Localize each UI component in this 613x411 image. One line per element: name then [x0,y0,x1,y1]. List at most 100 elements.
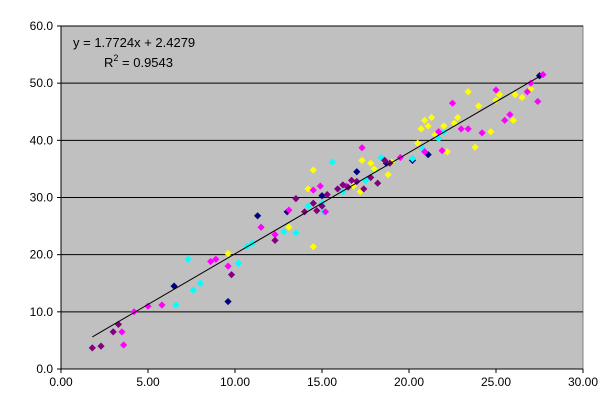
y-tick-label: 50.0 [30,76,54,90]
data-point-series-5 [374,179,382,187]
data-point-series-4 [309,186,317,194]
data-point-series-3 [414,139,422,147]
data-point-series-5 [313,207,321,215]
data-point-series-3 [527,85,535,93]
data-point-series-5 [88,344,96,352]
data-point-series-3 [424,122,432,130]
data-point-series-5 [109,328,117,336]
data-point-series-1 [424,151,432,159]
data-point-series-4 [478,129,486,137]
y-tick-label: 40.0 [30,133,54,147]
data-point-series-3 [511,91,519,99]
x-tick-label: 20.00 [394,375,424,389]
data-point-series-4 [457,125,465,133]
y-tick-label: 20.0 [30,248,54,262]
data-point-series-4 [464,125,472,133]
r-squared-value: = 0.9543 [118,55,173,70]
data-point-series-3 [417,125,425,133]
data-point-series-4 [523,88,531,96]
data-point-series-2 [377,153,385,162]
data-point-series-2 [280,228,288,236]
data-point-series-5 [323,191,331,199]
data-point-series-4 [539,70,547,79]
data-point-series-3 [450,119,458,127]
data-point-series-4 [438,147,446,155]
data-point-series-2 [234,259,243,267]
data-point-series-4 [448,99,457,107]
tick-labels: 0.0 10.0 20.0 30.0 40.0 50.0 60.0 0.00 5.00 10.00… [30,19,599,389]
data-point-series-5 [367,173,375,182]
data-point-series-3 [421,116,429,124]
data-point-series-5 [381,156,389,164]
data-point-series-3 [475,102,483,110]
data-point-series-3 [509,116,517,124]
data-point-series-1 [224,297,232,306]
r-squared-text: R2 = 0.9543 [104,53,173,70]
data-point-series-5 [347,176,356,184]
trendline [92,75,542,338]
data-point-series-3 [518,93,526,102]
data-point-series-5 [344,183,352,191]
data-point-series-3 [492,96,500,104]
data-point-series-3 [487,128,495,136]
data-point-series-2 [408,155,417,163]
data-point-series-1 [353,168,361,176]
data-point-series-3 [367,159,375,167]
data-point-series-3 [384,171,392,179]
data-point-series-4 [257,223,265,231]
data-point-series-4 [144,302,152,310]
data-point-series-4 [492,86,500,94]
data-point-series-5 [97,342,105,350]
data-point-series-5 [309,199,317,207]
data-point-series-4 [316,182,324,190]
x-tick-label: 0.00 [49,375,73,389]
data-point-series-3 [428,113,436,122]
data-point-series-4 [224,262,232,270]
data-point-series-3 [370,165,378,173]
data-point-series-2 [304,202,312,210]
x-tick-label: 25.00 [481,375,511,389]
data-point-series-3 [309,166,317,174]
data-point-series-2 [184,255,192,263]
data-point-series-4 [358,144,366,152]
r-squared-exponent: 2 [113,53,118,63]
data-point-series-1 [318,192,326,200]
data-point-series-3 [356,188,364,196]
data-point-series-1 [254,212,262,220]
x-tick-label: 10.00 [220,375,250,389]
x-tick-label: 30.00 [568,375,598,389]
data-point-series-4 [158,301,166,309]
data-point-series-1 [535,72,544,80]
trendline-equation: y = 1.7724x + 2.4279 R2 = 0.9543 [73,35,195,70]
data-point-series-5 [353,177,361,186]
data-point-series-3 [285,223,293,231]
data-point-series-3 [471,143,479,151]
data-point-series-4 [321,208,330,216]
data-point-series-5 [301,208,309,216]
data-point-series-4 [421,148,429,156]
data-point-series-5 [292,195,300,203]
data-point-series-2 [189,286,197,294]
data-point-series-3 [440,122,448,130]
data-point-series-4 [434,128,443,136]
data-point-series-4 [285,206,293,214]
r-squared-label: R [104,55,113,70]
y-tick-label: 30.0 [30,191,54,205]
x-tick-label: 15.00 [307,375,337,389]
data-point-series-5 [114,320,123,329]
data-point-series-3 [464,88,472,96]
data-point-series-4 [118,328,126,336]
data-point-series-4 [527,79,535,87]
x-tick-label: 5.00 [136,375,160,389]
data-point-series-3 [309,243,317,251]
trendline-equation-text: y = 1.7724x + 2.4279 [73,35,195,50]
data-point-series-2 [292,229,300,237]
data-point-series-3 [224,249,232,258]
y-tick-label: 60.0 [30,19,54,33]
data-point-series-4 [501,116,509,124]
data-point-series-3 [495,91,504,99]
data-point-series-2 [172,301,180,309]
data-point-series-4 [534,97,542,106]
data-point-series-3 [454,113,462,122]
